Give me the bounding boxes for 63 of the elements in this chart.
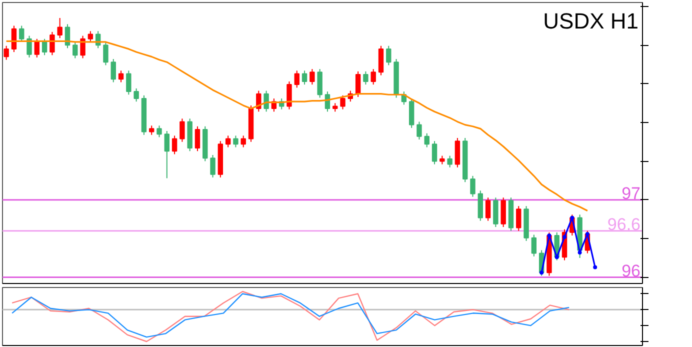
candlestick	[42, 38, 48, 56]
candlestick	[88, 30, 94, 42]
point	[593, 265, 598, 270]
chart-title: USDX H1	[543, 8, 638, 34]
candlestick	[340, 94, 346, 110]
point	[540, 270, 544, 275]
candlestick	[454, 137, 460, 168]
candlestick	[317, 68, 322, 98]
point	[578, 250, 582, 255]
candlestick	[34, 38, 40, 58]
candlestick	[516, 206, 522, 232]
candlestick	[126, 70, 132, 96]
point	[562, 235, 567, 240]
candlestick	[493, 197, 498, 228]
candlestick	[110, 58, 116, 83]
candlestick	[164, 130, 170, 179]
candlestick	[180, 118, 185, 142]
candlestick	[118, 70, 124, 83]
candlestick	[386, 45, 392, 66]
candlestick	[210, 154, 216, 178]
point	[585, 232, 590, 236]
ref-line-label: 96	[622, 261, 641, 280]
candlestick	[470, 175, 476, 198]
candlestick	[432, 140, 438, 165]
candlestick	[310, 68, 315, 86]
candlestick	[26, 35, 32, 58]
candlestick	[57, 17, 62, 39]
candlestick	[447, 155, 452, 168]
candlestick	[363, 70, 368, 86]
candlestick	[500, 197, 506, 228]
candlestick	[485, 197, 491, 222]
candlestick	[156, 125, 162, 138]
candlestick	[80, 35, 86, 59]
candlestick	[172, 135, 178, 155]
candlestick	[294, 70, 300, 88]
candlestick	[424, 132, 430, 148]
candlestick	[194, 126, 200, 152]
candlestick	[72, 41, 78, 59]
ref-line-label: 97	[622, 184, 641, 203]
ref-line-label: 96.6	[607, 214, 641, 234]
point	[547, 234, 552, 238]
point	[570, 216, 574, 220]
candlestick	[149, 125, 154, 136]
candlestick	[19, 25, 24, 42]
candlestick	[50, 31, 55, 56]
candlestick	[370, 68, 376, 86]
candlestick	[408, 98, 414, 128]
point	[554, 255, 559, 260]
candlestick	[4, 45, 9, 60]
candlestick	[355, 70, 361, 98]
candlestick	[225, 135, 231, 148]
candlestick	[256, 90, 262, 112]
candlestick	[233, 135, 238, 148]
candlestick	[531, 234, 537, 257]
candlestick	[302, 70, 308, 86]
candlestick	[378, 45, 384, 76]
candlestick	[478, 190, 483, 222]
candlestick	[416, 121, 422, 140]
candlestick	[103, 41, 108, 66]
candlestick	[264, 90, 269, 112]
candlestick	[134, 88, 139, 102]
candlestick	[286, 80, 292, 110]
candlestick	[240, 135, 246, 148]
